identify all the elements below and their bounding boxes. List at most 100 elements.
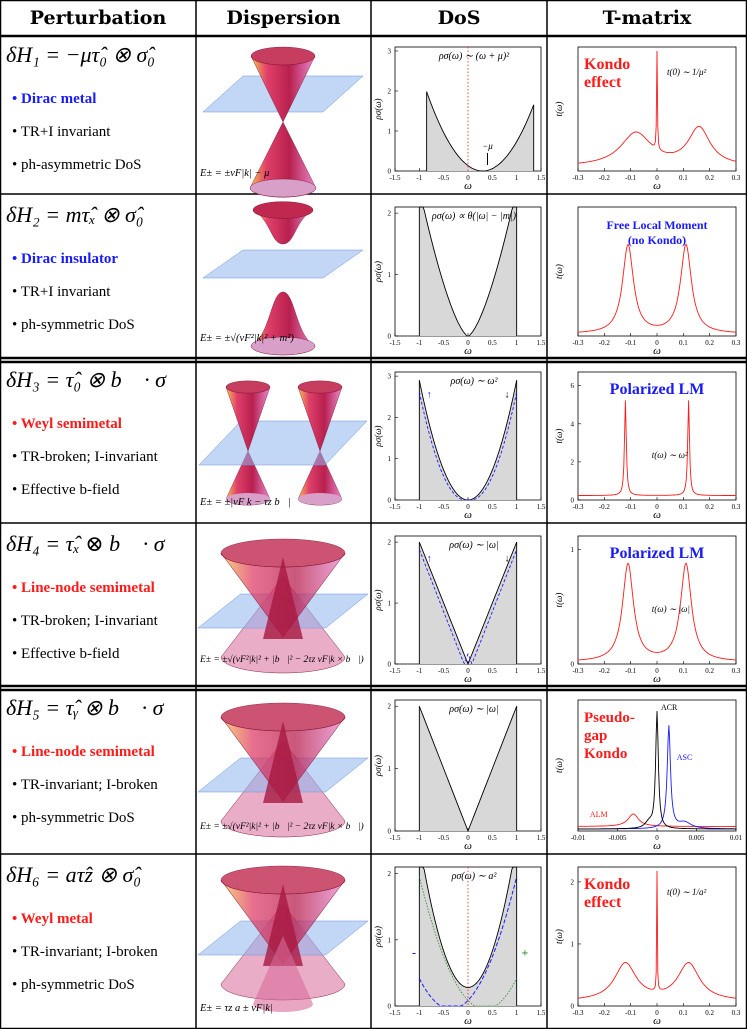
x-tick-label: 0 xyxy=(466,834,470,842)
dispersion-caption: E± = ±√(vF²|k|² + |b⃗|² − 2τz vF|k × b⃗|… xyxy=(200,655,364,665)
material-class: • Line-node semimetal xyxy=(12,744,155,761)
bullet-icon: • xyxy=(12,810,22,826)
tmatrix-curve xyxy=(577,243,737,333)
x-tick-label: -1 xyxy=(416,667,422,675)
y-axis-label: ρσ(ω) xyxy=(373,755,383,777)
x-tick-label: -0.2 xyxy=(599,1009,611,1017)
perturbation-equation: δH₆ = aτ̂z ⊗ σ̂₀ xyxy=(6,862,141,887)
dos-formula: ρσ(ω) ∼ ω² xyxy=(450,376,499,387)
perturbation-equation: δH₅ = τ̂ᵧ ⊗ b⃗ · σ⃗ xyxy=(6,695,181,720)
spin-down-arrow: ↓ xyxy=(505,390,510,401)
tmatrix-label: Kondo xyxy=(584,56,630,73)
tmatrix-label: Polarized LM xyxy=(610,381,705,398)
x-tick-label: 0 xyxy=(655,503,659,511)
x-tick-label: 0.5 xyxy=(488,1009,497,1017)
x-tick-label: 1.5 xyxy=(537,339,546,347)
x-tick-label: 0.3 xyxy=(732,667,741,675)
dos-spin-curve xyxy=(418,549,518,665)
fermi-plane xyxy=(202,249,364,279)
y-tick-label: 2 xyxy=(388,703,392,711)
x-tick-label: -1.5 xyxy=(389,1009,401,1017)
bullet-icon: • xyxy=(12,124,21,140)
x-tick-label: -0.01 xyxy=(571,834,586,842)
tmatrix-label: effect xyxy=(584,74,622,91)
tmatrix-label: Pseudo- xyxy=(584,710,635,726)
tmatrix-curve xyxy=(577,562,737,661)
x-tick-label: 1.5 xyxy=(537,667,546,675)
column-header: DoS xyxy=(437,7,481,29)
x-tick-label: 0.1 xyxy=(679,667,688,675)
property-item: • ph-symmetric DoS xyxy=(12,317,135,334)
bullet-text: ph-symmetric DoS xyxy=(21,977,135,993)
x-tick-label: 0.5 xyxy=(488,339,497,347)
y-tick-label: 1 xyxy=(388,271,392,279)
bullet-text: TR+I invariant xyxy=(20,284,111,300)
property-item: • TR-broken; I-invariant xyxy=(12,613,158,630)
property-item: • Effective b-field xyxy=(12,482,119,499)
property-item: • TR-broken; I-invariant xyxy=(12,449,158,466)
dos-shaded-area xyxy=(419,207,517,336)
cone-rim xyxy=(249,178,317,198)
y-tick-label: 1 xyxy=(388,128,392,136)
tmatrix-curve xyxy=(578,870,736,999)
dos-frame xyxy=(394,866,542,1007)
y-axis-label: t(ω) xyxy=(554,929,564,944)
y-tick-label: 0 xyxy=(571,1003,575,1011)
series-label-acr: ACR xyxy=(661,703,678,712)
y-tick-label: 2 xyxy=(571,878,575,886)
x-tick-label: 0.3 xyxy=(732,1009,741,1017)
cone-rim xyxy=(225,380,271,394)
property-item: • ph-asymmetric DoS xyxy=(12,157,141,174)
bullet-text: Dirac insulator xyxy=(21,251,119,267)
x-tick-label: 1.5 xyxy=(537,174,546,182)
x-tick-label: 0.5 xyxy=(488,667,497,675)
tmatrix-label: (no Kondo) xyxy=(628,233,686,247)
y-tick-label: 1 xyxy=(571,546,575,554)
bullet-icon: • xyxy=(12,777,21,793)
plus-marker: + xyxy=(522,945,529,959)
tmatrix-note: t(0) ∼ 1/a² xyxy=(667,887,707,897)
y-axis-label: ρσ(ω) xyxy=(373,425,383,447)
dos-formula: ρσ(ω) ∝ θ(|ω| − |m|) xyxy=(431,211,517,222)
x-tick-label: 0.3 xyxy=(732,339,741,347)
x-tick-label: -0.5 xyxy=(438,339,450,347)
y-tick-label: 0 xyxy=(388,333,392,341)
bullet-text: Effective b-field xyxy=(21,646,120,662)
x-tick-label: 1.5 xyxy=(537,1009,546,1017)
x-tick-label: -0.2 xyxy=(599,339,611,347)
bullet-icon: • xyxy=(12,744,22,760)
x-tick-label: -0.3 xyxy=(572,667,584,675)
cone-rim xyxy=(226,493,270,505)
tmatrix-note: t(0) ∼ 1/μ² xyxy=(667,67,707,77)
x-tick-label: 0 xyxy=(655,1009,659,1017)
bullet-text: Line-node semimetal xyxy=(21,744,155,760)
y-tick-label: 2 xyxy=(388,539,392,547)
x-axis-label: ω xyxy=(653,1015,661,1027)
dos-frame xyxy=(394,371,542,501)
material-class: • Dirac insulator xyxy=(12,251,118,268)
column-header: Perturbation xyxy=(29,7,167,29)
tmatrix-curve-acr xyxy=(578,711,736,830)
bullet-text: TR-broken; I-invariant xyxy=(20,449,158,465)
bullet-text: TR+I invariant xyxy=(20,124,111,140)
x-tick-label: -1 xyxy=(416,503,422,511)
perturbation-equation: δH₂ = mτ̂ₓ ⊗ σ̂₀ xyxy=(6,202,144,227)
y-axis-label: ρσ(ω) xyxy=(373,98,383,120)
tmatrix-curve xyxy=(577,50,737,164)
x-tick-label: 1 xyxy=(515,174,519,182)
x-axis-label: ω xyxy=(653,840,661,852)
series-label-asc: ASC xyxy=(677,753,693,762)
material-class: • Weyl semimetal xyxy=(12,416,122,433)
x-tick-label: 1 xyxy=(515,834,519,842)
bullet-text: ph-asymmetric DoS xyxy=(21,157,142,173)
y-tick-label: 2 xyxy=(388,210,392,218)
property-item: • TR-invariant; I-broken xyxy=(12,777,158,794)
x-tick-label: 0 xyxy=(655,174,659,182)
x-tick-label: 1 xyxy=(515,503,519,511)
bullet-text: Weyl metal xyxy=(20,911,93,927)
x-axis-label: ω xyxy=(464,840,472,852)
y-tick-label: 3 xyxy=(388,48,392,56)
x-tick-label: -0.1 xyxy=(625,667,637,675)
x-tick-label: 0.2 xyxy=(705,503,714,511)
x-tick-label: -0.1 xyxy=(625,503,637,511)
